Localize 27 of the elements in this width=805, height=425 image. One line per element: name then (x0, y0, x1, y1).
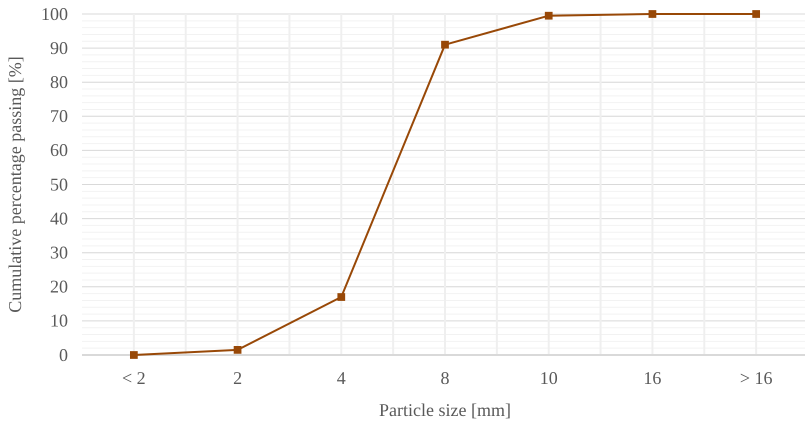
y-axis-title: Cumulative percentage passing [%] (5, 56, 25, 313)
point (234, 346, 242, 354)
y-tick-label: 30 (50, 242, 68, 262)
x-tick-label: 4 (336, 368, 346, 388)
y-tick-label: 10 (50, 310, 68, 331)
point (752, 10, 760, 18)
point (130, 351, 138, 359)
y-tick-label: 60 (50, 140, 68, 160)
x-tick-label: < 2 (122, 368, 146, 388)
y-tick-label: 50 (50, 174, 68, 194)
x-axis-title: Particle size [mm] (379, 400, 511, 420)
x-tick-label: 2 (233, 368, 242, 388)
y-tick-label: 20 (50, 276, 68, 297)
x-tick-label: > 16 (740, 368, 772, 388)
x-tick-label: 16 (643, 368, 662, 388)
point (648, 10, 656, 18)
x-tick-label: 10 (540, 368, 558, 388)
y-tick-label: 0 (59, 344, 68, 365)
y-tick-label: 40 (50, 208, 68, 228)
x-tick-label: 8 (440, 368, 450, 388)
y-tick-label: 90 (50, 38, 68, 58)
point (337, 293, 346, 301)
point (544, 12, 553, 20)
y-tick-label: 80 (50, 72, 68, 92)
y-tick-label: 70 (50, 106, 68, 126)
y-tick-label: 100 (41, 4, 68, 24)
point (441, 40, 449, 49)
